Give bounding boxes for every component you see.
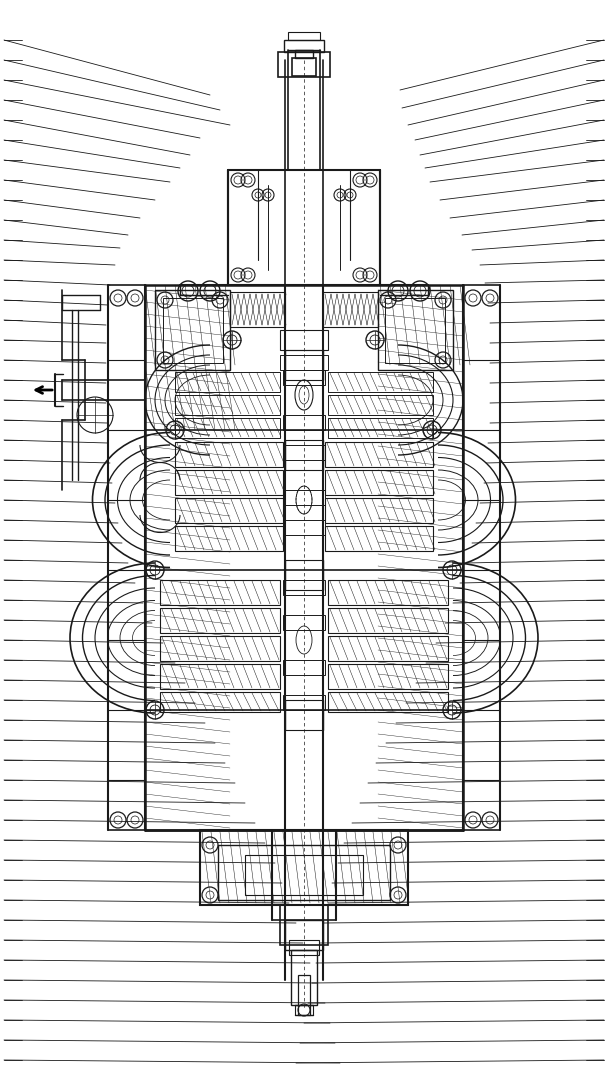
- Bar: [160, 580, 280, 605]
- Bar: [175, 418, 280, 437]
- Bar: [160, 636, 280, 660]
- Bar: [292, 58, 316, 76]
- Bar: [175, 395, 280, 415]
- Bar: [284, 39, 324, 52]
- Bar: [175, 498, 283, 523]
- Bar: [283, 660, 325, 675]
- Bar: [200, 830, 408, 905]
- Bar: [278, 52, 330, 77]
- Bar: [328, 636, 448, 660]
- Bar: [325, 442, 433, 467]
- Bar: [328, 580, 448, 605]
- Bar: [385, 298, 445, 363]
- Bar: [218, 845, 390, 899]
- Bar: [230, 292, 285, 327]
- Bar: [175, 372, 280, 392]
- Bar: [283, 445, 325, 460]
- Bar: [283, 370, 325, 385]
- Bar: [155, 290, 230, 370]
- Bar: [328, 395, 433, 415]
- Bar: [163, 298, 223, 363]
- Bar: [245, 855, 363, 895]
- Bar: [283, 615, 325, 630]
- Bar: [295, 50, 313, 58]
- Bar: [160, 664, 280, 689]
- Bar: [175, 469, 283, 495]
- Bar: [283, 580, 325, 595]
- Bar: [280, 905, 328, 945]
- Bar: [175, 526, 283, 551]
- Bar: [160, 692, 280, 712]
- Bar: [160, 608, 280, 633]
- Bar: [280, 355, 328, 370]
- Bar: [288, 32, 320, 39]
- Bar: [378, 290, 453, 370]
- Bar: [325, 498, 433, 523]
- Bar: [328, 418, 433, 437]
- Bar: [323, 292, 378, 327]
- Bar: [283, 520, 325, 535]
- Bar: [298, 975, 310, 1015]
- Bar: [291, 950, 317, 1005]
- Bar: [175, 442, 283, 467]
- Bar: [328, 692, 448, 712]
- Bar: [283, 695, 325, 710]
- Bar: [283, 490, 325, 505]
- Bar: [328, 664, 448, 689]
- Bar: [325, 469, 433, 495]
- Bar: [285, 920, 323, 950]
- Bar: [328, 372, 433, 392]
- Bar: [325, 526, 433, 551]
- Bar: [328, 608, 448, 633]
- Bar: [289, 940, 319, 955]
- Bar: [280, 330, 328, 350]
- Bar: [283, 415, 325, 430]
